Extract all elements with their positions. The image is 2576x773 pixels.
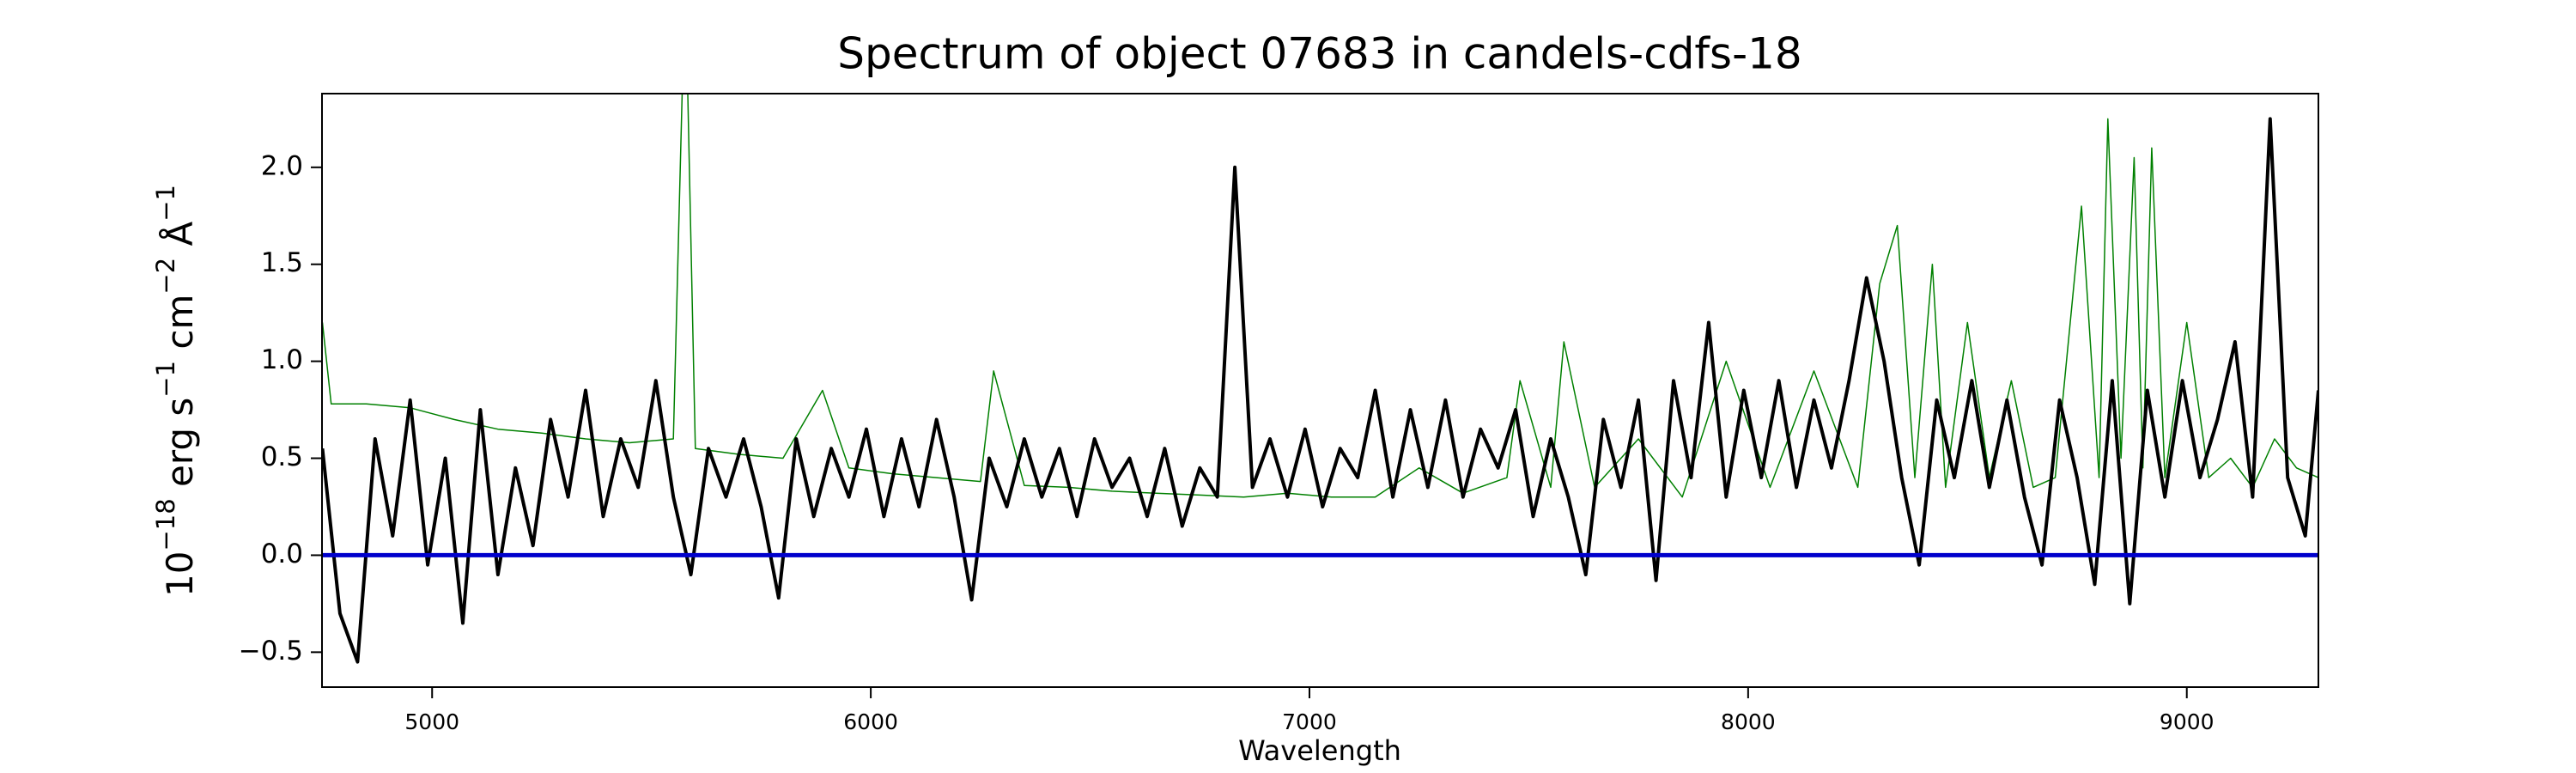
y-axis-label-part: −1 (151, 361, 180, 398)
y-tick-label: 1.0 (261, 344, 303, 375)
y-axis-label-part: −2 (151, 258, 180, 295)
y-axis-label: 10−18 erg s−1 cm−2 Å−1 (151, 185, 201, 597)
x-tick-label: 8000 (1721, 709, 1776, 734)
y-tick-label: 0.0 (261, 539, 303, 569)
y-axis-label-part: 10 (159, 551, 201, 597)
y-axis-label-part: Å (158, 222, 201, 258)
y-axis-label-part: −18 (151, 498, 180, 551)
x-tick-label: 6000 (843, 709, 898, 734)
spectrum-line (322, 117, 2318, 664)
x-axis-label: Wavelength (1238, 734, 1401, 767)
y-axis-label-part: cm (159, 295, 201, 361)
y-tick-label: −0.5 (239, 636, 303, 666)
y-tick-label: 1.5 (261, 247, 303, 278)
y-tick-label: 2.0 (261, 150, 303, 181)
y-axis-label-part: −1 (151, 185, 180, 222)
y-tick-label: 0.5 (261, 441, 303, 472)
y-axis-label-part: erg s (159, 398, 201, 499)
x-tick-label: 7000 (1282, 709, 1337, 734)
x-tick-label: 5000 (404, 709, 459, 734)
plot-area (322, 94, 2318, 664)
x-tick-label: 9000 (2160, 709, 2215, 734)
spectrum-line (322, 94, 2318, 498)
chart-title: Spectrum of object 07683 in candels-cdfs… (837, 29, 1802, 79)
axes-frame (321, 93, 2319, 688)
